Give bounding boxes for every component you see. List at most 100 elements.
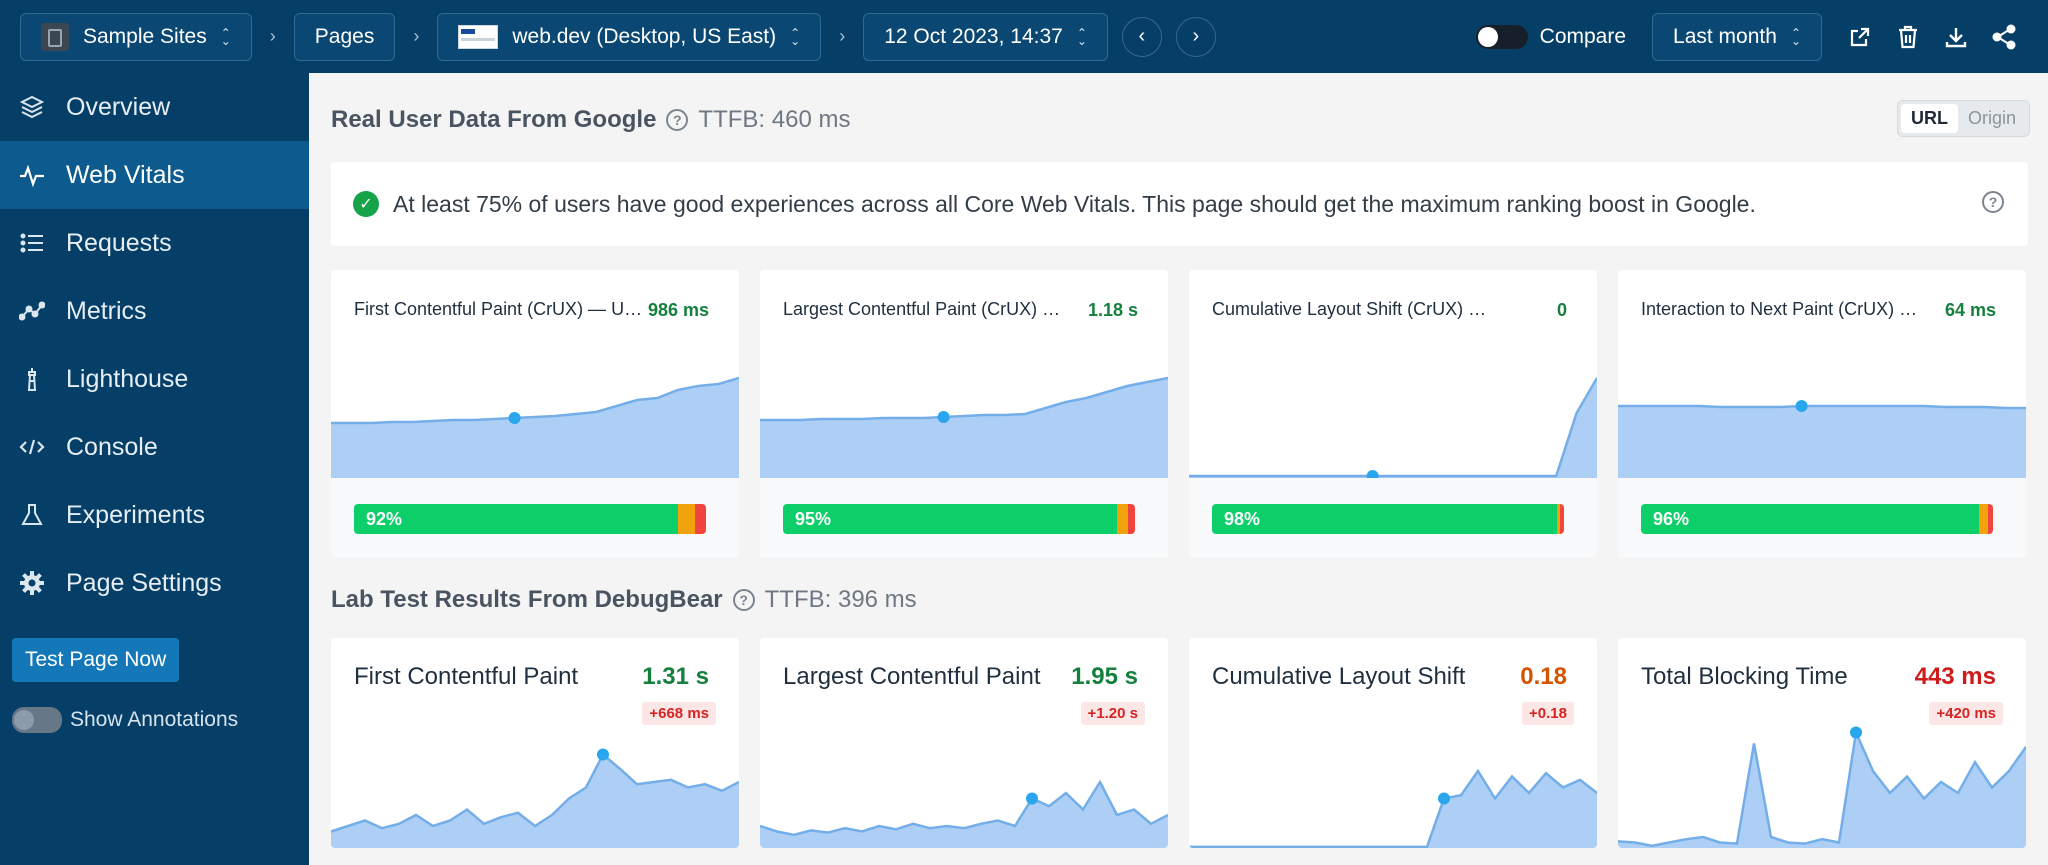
chart-line bbox=[331, 752, 739, 833]
sidebar-item-requests[interactable]: Requests bbox=[0, 209, 309, 277]
origin-option[interactable]: Origin bbox=[1967, 108, 2016, 128]
metric-history-chart[interactable] bbox=[1618, 348, 2026, 478]
metric-change-badge: +668 ms bbox=[642, 702, 716, 725]
chevron-updown-icon: ⌃ ⌄ bbox=[220, 25, 231, 48]
current-test-marker[interactable] bbox=[1366, 470, 1379, 478]
metric-value: 1.31 s bbox=[642, 663, 709, 690]
chart-area bbox=[760, 782, 1168, 848]
show-annotations-toggle[interactable]: Show Annotations bbox=[12, 707, 238, 733]
lab-metric-card[interactable]: Largest Contentful Paint 1.95 s +1.20 s bbox=[760, 638, 1168, 848]
distribution-bar: 92% bbox=[354, 504, 706, 534]
metric-change-badge: +1.20 s bbox=[1080, 702, 1145, 725]
poor-share bbox=[1987, 504, 1993, 534]
line-chart-icon bbox=[18, 297, 46, 325]
lab-metric-card[interactable]: First Contentful Paint 1.31 s +668 ms bbox=[331, 638, 739, 848]
url-option[interactable]: URL bbox=[1900, 104, 1958, 133]
flask-icon bbox=[18, 501, 46, 529]
chevron-right-icon: › bbox=[839, 26, 846, 46]
page-selector[interactable]: web.dev (Desktop, US East) ⌃ ⌄ bbox=[437, 12, 822, 61]
sidebar-item-label: Lighthouse bbox=[66, 364, 189, 393]
chart-area bbox=[331, 754, 739, 848]
crux-metric-card[interactable]: Interaction to Next Paint (CrUX) — URL 64… bbox=[1618, 270, 2026, 558]
main-content: Real User Data From Google ? TTFB: 460 m… bbox=[309, 73, 2048, 865]
chart-line bbox=[760, 779, 1168, 837]
compare-toggle[interactable] bbox=[1475, 24, 1528, 49]
url-origin-toggle[interactable]: URL Origin bbox=[1896, 100, 2030, 137]
metric-history-chart[interactable] bbox=[760, 348, 1168, 478]
download-icon[interactable] bbox=[1932, 13, 1980, 61]
sidebar-item-overview[interactable]: Overview bbox=[0, 73, 309, 141]
compare-label: Compare bbox=[1539, 24, 1627, 48]
test-page-now-button[interactable]: Test Page Now bbox=[12, 638, 180, 682]
poor-share bbox=[1560, 504, 1564, 534]
current-test-marker[interactable] bbox=[1795, 400, 1808, 412]
core-web-vitals-banner: ✓ At least 75% of users have good experi… bbox=[331, 162, 2028, 246]
help-icon[interactable]: ? bbox=[732, 589, 755, 611]
sidebar-item-lighthouse[interactable]: Lighthouse bbox=[0, 345, 309, 413]
metric-history-chart[interactable] bbox=[760, 718, 1168, 848]
sidebar-item-label: Requests bbox=[66, 228, 172, 257]
lighthouse-icon bbox=[18, 365, 46, 393]
metric-value: 443 ms bbox=[1914, 663, 1996, 690]
metric-value: 0 bbox=[1556, 300, 1567, 320]
sidebar-item-label: Console bbox=[66, 432, 158, 461]
help-icon[interactable]: ? bbox=[666, 109, 689, 131]
current-test-marker[interactable] bbox=[1850, 726, 1862, 739]
external-link-icon[interactable] bbox=[1836, 13, 1884, 61]
distribution-bar: 98% bbox=[1212, 504, 1564, 534]
metric-value: 64 ms bbox=[1944, 300, 1996, 320]
good-share: 96% bbox=[1641, 504, 1979, 534]
trash-icon[interactable] bbox=[1884, 13, 1932, 61]
lab-ttfb: TTFB: 396 ms bbox=[764, 586, 917, 613]
chevron-right-icon: › bbox=[413, 26, 420, 46]
previous-test-button[interactable]: ‹ bbox=[1121, 16, 1162, 57]
page-label: web.dev (Desktop, US East) bbox=[512, 24, 777, 48]
site-icon bbox=[41, 22, 69, 51]
pages-button[interactable]: Pages bbox=[293, 12, 396, 61]
metric-title: Total Blocking Time bbox=[1641, 663, 1848, 690]
chart-line bbox=[1189, 768, 1597, 848]
sidebar-item-web-vitals[interactable]: Web Vitals bbox=[0, 141, 309, 209]
crux-metric-card[interactable]: Largest Contentful Paint (CrUX) — URL 1.1… bbox=[760, 270, 1168, 558]
annotations-switch[interactable] bbox=[12, 707, 62, 733]
sidebar-item-console[interactable]: Console bbox=[0, 413, 309, 481]
gear-icon bbox=[18, 569, 46, 597]
sidebar-item-label: Page Settings bbox=[66, 568, 222, 597]
pages-label: Pages bbox=[314, 24, 375, 48]
current-test-marker[interactable] bbox=[508, 412, 521, 424]
date-selector[interactable]: 12 Oct 2023, 14:37 ⌃ ⌄ bbox=[863, 12, 1108, 61]
lab-metric-card[interactable]: Total Blocking Time 443 ms +420 ms bbox=[1618, 638, 2026, 848]
poor-share bbox=[695, 504, 706, 534]
project-selector[interactable]: Sample Sites ⌃ ⌄ bbox=[20, 12, 252, 61]
chart-line bbox=[1189, 377, 1597, 478]
pulse-icon bbox=[18, 161, 46, 189]
metric-title: Cumulative Layout Shift bbox=[1212, 663, 1466, 690]
next-test-button[interactable]: › bbox=[1175, 16, 1216, 57]
current-test-marker[interactable] bbox=[1438, 792, 1450, 805]
metric-history-chart[interactable] bbox=[1189, 718, 1597, 848]
chart-area bbox=[1189, 771, 1597, 848]
range-selector[interactable]: Last month ⌃ ⌄ bbox=[1652, 12, 1822, 61]
sidebar-item-experiments[interactable]: Experiments bbox=[0, 481, 309, 549]
sidebar-item-metrics[interactable]: Metrics bbox=[0, 277, 309, 345]
real-user-header: Real User Data From Google ? TTFB: 460 m… bbox=[331, 106, 850, 134]
metric-value: 1.95 s bbox=[1071, 663, 1138, 690]
metric-history-chart[interactable] bbox=[1618, 718, 2026, 848]
crux-metric-card[interactable]: First Contentful Paint (CrUX) — URL 986 m… bbox=[331, 270, 739, 558]
metric-history-chart[interactable] bbox=[331, 348, 739, 478]
lab-metric-card[interactable]: Cumulative Layout Shift 0.18 +0.18 bbox=[1189, 638, 1597, 848]
sidebar-item-page-settings[interactable]: Page Settings bbox=[0, 549, 309, 617]
metric-title: Largest Contentful Paint (CrUX) — URL bbox=[783, 299, 1073, 319]
metric-history-chart[interactable] bbox=[331, 718, 739, 848]
list-icon bbox=[18, 229, 46, 257]
current-test-marker[interactable] bbox=[597, 748, 609, 761]
help-icon[interactable]: ? bbox=[1982, 191, 2004, 213]
real-user-title: Real User Data From Google bbox=[331, 106, 657, 133]
current-test-marker[interactable] bbox=[1026, 792, 1038, 805]
metric-history-chart[interactable] bbox=[1189, 348, 1597, 478]
metric-value: 986 ms bbox=[647, 300, 709, 320]
current-test-marker[interactable] bbox=[937, 411, 950, 423]
metric-change-badge: +420 ms bbox=[1929, 702, 2003, 725]
crux-metric-card[interactable]: Cumulative Layout Shift (CrUX) — URL 0 98% bbox=[1189, 270, 1597, 558]
share-icon[interactable] bbox=[1980, 13, 2028, 61]
